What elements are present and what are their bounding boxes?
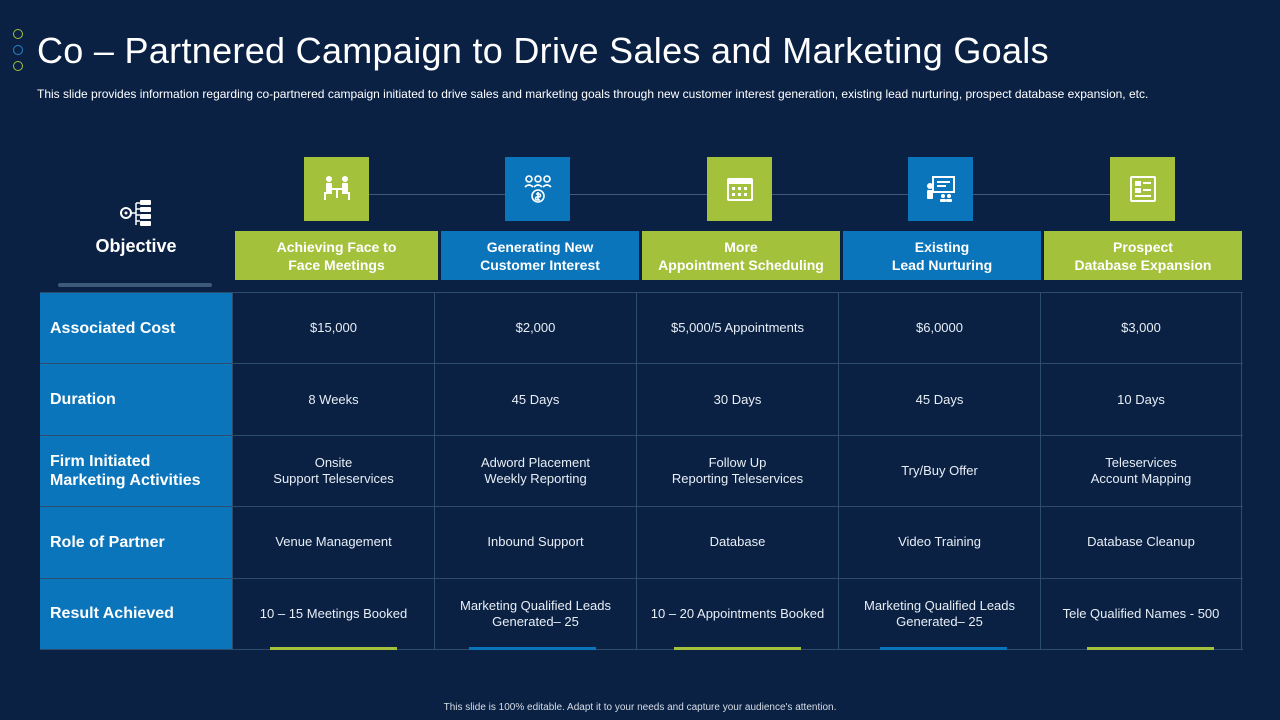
calendar-icon	[707, 157, 772, 221]
row-label: Duration	[40, 364, 232, 435]
objective-underline	[58, 283, 212, 287]
table-cell: 45 Days	[434, 364, 636, 435]
objective-icon	[120, 200, 151, 226]
campaign-table: Associated Cost $15,000 $2,000 $5,000/5 …	[40, 292, 1243, 650]
column-accent-bar	[880, 647, 1007, 650]
column-header: Existing Lead Nurturing	[843, 231, 1041, 280]
table-cell: Adword Placement Weekly Reporting	[434, 435, 636, 507]
column-accent-bar	[1087, 647, 1214, 650]
table-cell: Inbound Support	[434, 507, 636, 578]
table-row: Result Achieved 10 – 15 Meetings Booked …	[40, 578, 1243, 650]
column-header: Prospect Database Expansion	[1044, 231, 1242, 280]
decorative-dots	[13, 29, 23, 77]
table-cell: Marketing Qualified Leads Generated– 25	[434, 578, 636, 649]
table-cell: Try/Buy Offer	[838, 435, 1040, 507]
column-header: Generating New Customer Interest	[441, 231, 639, 280]
column-header: Achieving Face to Face Meetings	[235, 231, 438, 280]
column-accent-bar	[674, 647, 801, 650]
dot-icon	[13, 45, 23, 55]
table-cell: Follow Up Reporting Teleservices	[636, 435, 838, 507]
table-cell: Teleservices Account Mapping	[1040, 435, 1242, 507]
table-cell: 10 – 15 Meetings Booked	[232, 578, 434, 649]
table-row: Associated Cost $15,000 $2,000 $5,000/5 …	[40, 293, 1243, 365]
table-cell: $3,000	[1040, 293, 1242, 364]
table-cell: 10 – 20 Appointments Booked	[636, 578, 838, 649]
footer-note: This slide is 100% editable. Adapt it to…	[443, 702, 837, 713]
column-accent-bar	[469, 647, 596, 650]
table-cell: Database Cleanup	[1040, 507, 1242, 578]
row-label: Role of Partner	[40, 507, 232, 578]
row-label: Result Achieved	[40, 578, 232, 649]
column-accent-bar	[270, 647, 397, 650]
customer-group-icon	[505, 157, 570, 221]
table-cell: Tele Qualified Names - 500	[1040, 578, 1242, 649]
dot-icon	[13, 61, 23, 71]
table-cell: Video Training	[838, 507, 1040, 578]
row-label: Associated Cost	[40, 293, 232, 364]
table-cell: Onsite Support Teleservices	[232, 435, 434, 507]
table-row: Role of Partner Venue Management Inbound…	[40, 507, 1243, 579]
database-icon	[1110, 157, 1175, 221]
objective-label: Objective	[95, 236, 177, 256]
table-cell: 45 Days	[838, 364, 1040, 435]
table-cell: 30 Days	[636, 364, 838, 435]
table-row: Firm Initiated Marketing Activities Onsi…	[40, 435, 1243, 508]
table-cell: $6,0000	[838, 293, 1040, 364]
table-cell: Marketing Qualified Leads Generated– 25	[838, 578, 1040, 649]
dot-icon	[13, 29, 23, 39]
meeting-icon	[304, 157, 369, 221]
table-row: Duration 8 Weeks 45 Days 30 Days 45 Days…	[40, 364, 1243, 436]
presentation-icon	[908, 157, 973, 221]
table-cell: $2,000	[434, 293, 636, 364]
table-cell: 8 Weeks	[232, 364, 434, 435]
page-subtitle: This slide provides information regardin…	[37, 87, 1149, 101]
table-cell: 10 Days	[1040, 364, 1242, 435]
page-title: Co – Partnered Campaign to Drive Sales a…	[37, 30, 1049, 71]
table-cell: Venue Management	[232, 507, 434, 578]
table-cell: $15,000	[232, 293, 434, 364]
table-cell: Database	[636, 507, 838, 578]
table-cell: $5,000/5 Appointments	[636, 293, 838, 364]
column-header: More Appointment Scheduling	[642, 231, 840, 280]
row-label: Firm Initiated Marketing Activities	[40, 435, 232, 507]
